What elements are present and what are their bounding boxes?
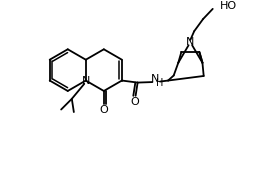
Text: HO: HO [220,1,237,11]
Text: O: O [130,97,139,107]
Text: N: N [82,76,90,86]
Text: O: O [100,105,108,115]
Text: N: N [151,74,159,84]
Text: H: H [156,78,163,88]
Text: N: N [186,37,194,47]
